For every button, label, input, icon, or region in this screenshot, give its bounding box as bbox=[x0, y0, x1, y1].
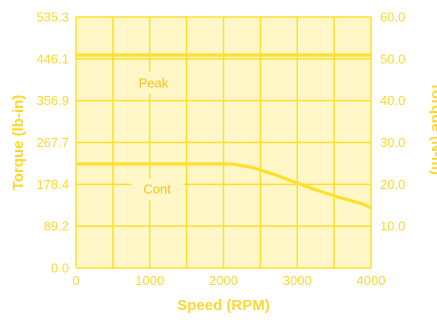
grid bbox=[75, 16, 372, 269]
y2-axis-label: Torque (N-m) bbox=[428, 82, 437, 175]
x-tick-label: 0 bbox=[72, 273, 79, 288]
y-axis-label: Torque (lb-in) bbox=[10, 95, 27, 191]
tick-labels: 0 1000 2000 3000 4000 0.0 89.2 178.4 267.7 356.9 4… bbox=[36, 10, 405, 289]
x-tick-label: 1000 bbox=[135, 273, 164, 288]
x-tick-label: 4000 bbox=[357, 273, 386, 288]
series-line-cont bbox=[76, 162, 372, 210]
y2-tick-label: 20.0 bbox=[380, 177, 405, 192]
y-tick-label: 267.7 bbox=[36, 135, 69, 150]
curve-label-bg bbox=[131, 178, 184, 201]
y2-tick-label: 60.0 bbox=[380, 10, 405, 25]
y2-tick-label: 50.0 bbox=[380, 51, 405, 66]
y-tick-label: 535.3 bbox=[36, 10, 69, 25]
series-lines: Peak Cont bbox=[76, 53, 372, 210]
curve-label-cont: Cont bbox=[143, 182, 171, 197]
y-tick-label: 446.1 bbox=[36, 51, 69, 66]
y2-tick-label: 40.0 bbox=[380, 93, 405, 108]
y-tick-label: 356.9 bbox=[36, 93, 69, 108]
y-tick-label: 89.2 bbox=[44, 219, 69, 234]
y2-tick-label: 30.0 bbox=[380, 135, 405, 150]
curve-label-peak: Peak bbox=[139, 75, 169, 90]
x-tick-label: 3000 bbox=[283, 273, 312, 288]
y-tick-label: 0.0 bbox=[51, 261, 69, 276]
y2-tick-label: 10.0 bbox=[380, 219, 405, 234]
y-tick-label: 178.4 bbox=[36, 177, 69, 192]
curve-label-bg bbox=[127, 71, 180, 94]
x-tick-label: 2000 bbox=[209, 273, 238, 288]
x-axis-label: Speed (RPM) bbox=[177, 297, 270, 314]
